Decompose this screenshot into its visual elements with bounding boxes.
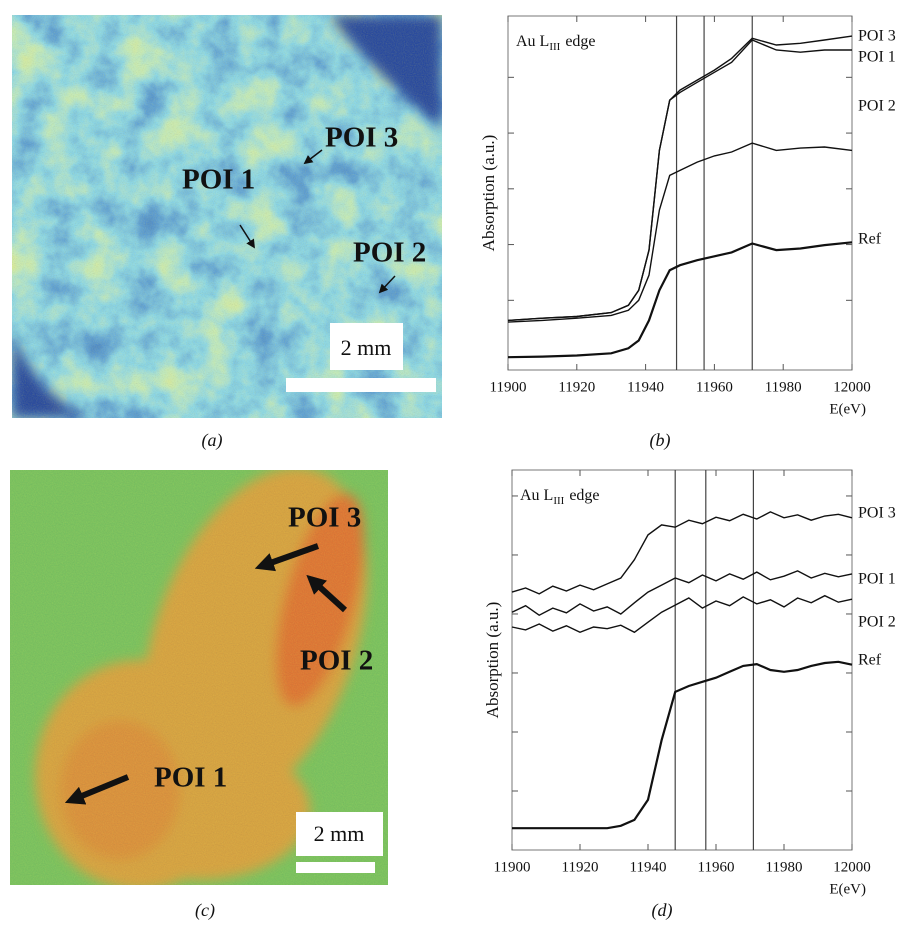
series-line — [507, 39, 852, 322]
map-label: POI 2 — [300, 645, 373, 677]
arrow — [306, 574, 348, 613]
y-axis-label: Absorption (a.u.) — [483, 602, 502, 719]
y-axis-label: Absorption (a.u.) — [479, 135, 498, 252]
caption: (a) — [202, 430, 223, 451]
x-tick-label: 11980 — [765, 379, 802, 395]
arrow — [378, 275, 396, 294]
caption: (c) — [195, 900, 215, 921]
scale-label: 2 mm — [341, 335, 392, 360]
x-tick-label: 12000 — [833, 859, 871, 875]
x-axis-label: E(eV) — [829, 881, 866, 897]
legend-label: POI 1 — [858, 571, 896, 588]
series-line — [507, 35, 853, 322]
caption: (b) — [650, 430, 671, 451]
legend-label: POI 1 — [858, 49, 896, 66]
map-a — [12, 15, 442, 418]
legend-label: POI 2 — [858, 614, 896, 631]
plot-frame — [511, 469, 853, 851]
x-tick-label: 11900 — [494, 859, 531, 875]
series-line — [511, 511, 853, 595]
annotation: Au LIII edge — [516, 33, 596, 53]
x-tick-label: 12000 — [833, 379, 871, 395]
scale-label: 2 mm — [314, 821, 365, 846]
arrow — [239, 224, 255, 249]
plot-frame — [507, 15, 853, 371]
series-line — [507, 142, 853, 323]
map-label: POI 1 — [154, 762, 227, 794]
legend-label: POI 3 — [858, 505, 896, 522]
caption: (d) — [652, 900, 673, 921]
scale-bar — [296, 862, 375, 873]
annotation-part: Au L — [520, 487, 553, 504]
x-tick-label: 11960 — [698, 859, 735, 875]
x-tick-label: 11940 — [627, 379, 664, 395]
legend-label: Ref — [858, 652, 882, 669]
x-axis-label: E(eV) — [829, 401, 866, 417]
x-tick-label: 11980 — [766, 859, 803, 875]
arrow — [303, 149, 323, 165]
scale-bar — [286, 378, 436, 392]
scale-box — [296, 812, 383, 856]
x-tick-label: 11920 — [562, 859, 599, 875]
annotation-part: edge — [569, 487, 599, 504]
scale-box — [330, 323, 403, 370]
series-line — [511, 570, 853, 617]
series-line — [511, 594, 853, 634]
x-tick-label: 11940 — [630, 859, 667, 875]
map-label: POI 1 — [182, 164, 255, 196]
legend-label: POI 2 — [858, 98, 896, 115]
x-tick-label: 11920 — [558, 379, 595, 395]
annotation-sub: III — [553, 495, 564, 507]
annotation-part: Au L — [516, 33, 549, 50]
x-tick-label: 11900 — [490, 379, 527, 395]
series-line — [512, 660, 853, 830]
map-label: POI 2 — [353, 237, 426, 269]
annotation-sub: III — [549, 41, 560, 53]
series-line — [507, 241, 853, 359]
annotation: Au LIII edge — [520, 487, 600, 507]
arrow — [254, 543, 320, 572]
map-label: POI 3 — [325, 122, 398, 154]
annotation-part: edge — [565, 33, 595, 50]
map-label: POI 3 — [288, 502, 361, 534]
legend-label: Ref — [858, 231, 882, 248]
arrow — [64, 774, 130, 805]
legend-label: POI 3 — [858, 28, 896, 45]
x-tick-label: 11960 — [696, 379, 733, 395]
